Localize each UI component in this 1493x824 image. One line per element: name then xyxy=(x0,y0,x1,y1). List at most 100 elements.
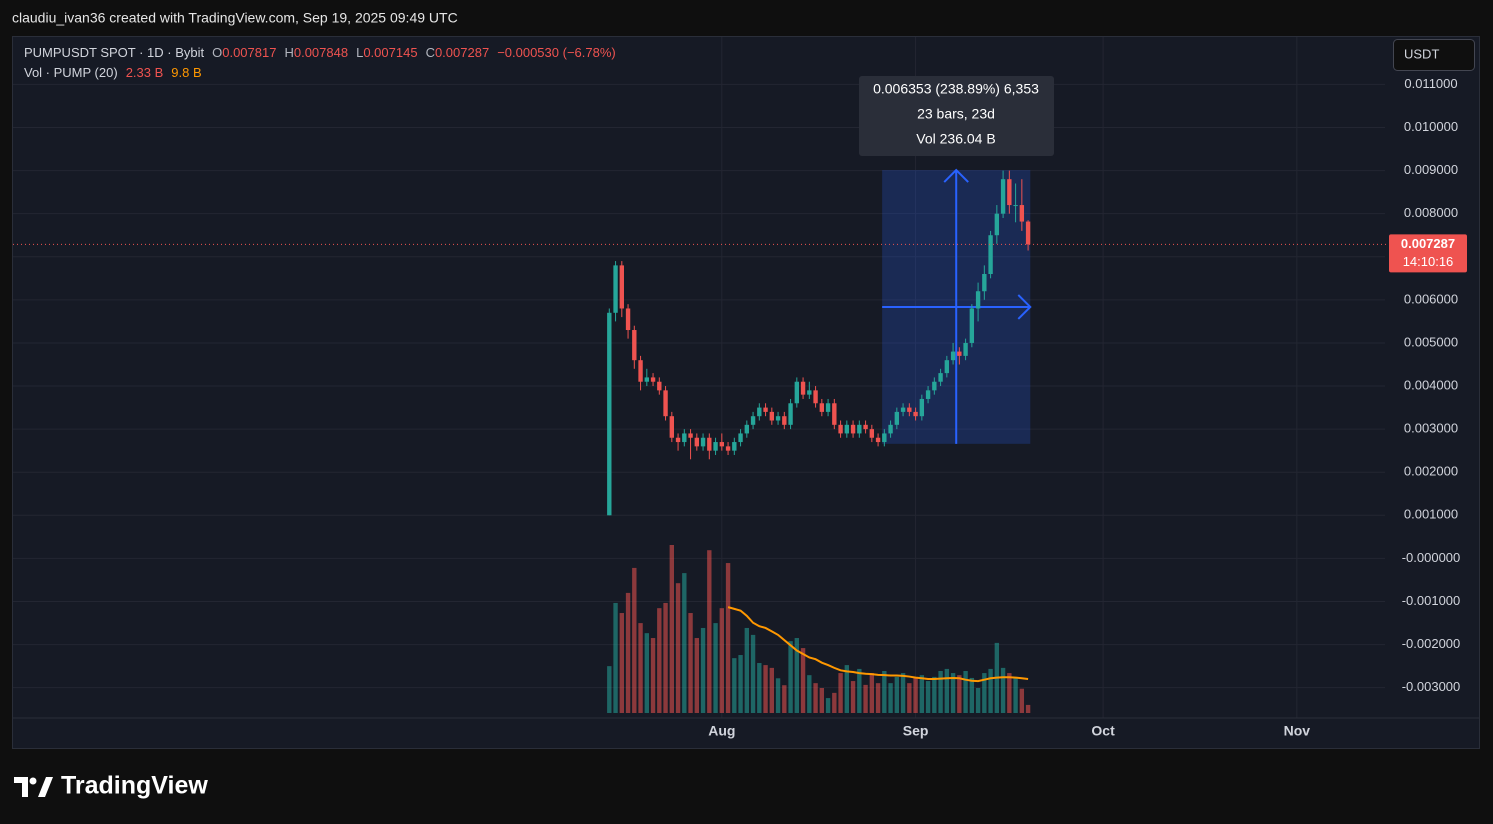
o-label: O xyxy=(212,45,222,60)
volume-bar xyxy=(719,608,725,713)
symbol: PUMPUSDT SPOT · 1D · Bybit xyxy=(24,45,204,60)
volume-bar xyxy=(900,673,906,713)
volume-bar xyxy=(632,567,637,713)
candle-body xyxy=(769,411,775,421)
candle-body xyxy=(957,351,962,356)
volume-bar xyxy=(775,678,781,713)
y-tick-label: -0.001000 xyxy=(1402,593,1461,608)
candle-body xyxy=(750,416,756,425)
volume-bar xyxy=(819,688,825,713)
candle-body xyxy=(782,416,787,425)
y-tick-label: 0.005000 xyxy=(1404,334,1458,349)
candle-body xyxy=(975,291,981,309)
volume-bar xyxy=(769,667,775,713)
y-tick-label: -0.002000 xyxy=(1402,636,1461,651)
candle-body xyxy=(807,390,812,395)
candle-body xyxy=(894,411,900,425)
x-tick-label: Aug xyxy=(708,723,735,739)
volume-bar xyxy=(1013,678,1018,713)
y-tick-label: 0.008000 xyxy=(1404,205,1458,220)
candle-body xyxy=(944,360,950,374)
candle-body xyxy=(713,442,718,451)
volume-bar xyxy=(863,684,868,713)
candle-body xyxy=(607,312,612,516)
volume-bar xyxy=(888,683,893,713)
candle-body xyxy=(1000,179,1006,214)
candle-body xyxy=(775,416,781,421)
volume-ma xyxy=(727,606,1029,683)
volume-bar xyxy=(1025,704,1031,713)
candle-body xyxy=(850,424,856,434)
candle-body xyxy=(763,407,768,412)
candle-body xyxy=(813,390,818,404)
volume-bar xyxy=(932,676,937,713)
volume-bar xyxy=(725,563,731,713)
candle-body xyxy=(619,265,624,309)
candle-body xyxy=(669,416,674,438)
y-tick-label: 0.001000 xyxy=(1404,507,1458,522)
brand-logo xyxy=(14,777,53,797)
measure-tooltip-line: 0.006353 (238.89%) 6,353 xyxy=(873,81,1039,97)
c-label: C xyxy=(426,45,435,60)
volume-name: Vol · PUMP (20) xyxy=(24,65,118,80)
candle-body xyxy=(694,437,700,447)
o-value: 0.007817 xyxy=(222,45,276,60)
volume-bar xyxy=(607,666,612,713)
c-value: 0.007287 xyxy=(435,45,489,60)
candle-body xyxy=(732,442,737,451)
volume-bar xyxy=(700,627,706,713)
volume-bar xyxy=(875,683,881,713)
y-tick-label: 0.003000 xyxy=(1404,421,1458,436)
candle-body xyxy=(675,437,681,443)
x-tick-label: Nov xyxy=(1284,723,1311,739)
volume-bar xyxy=(669,545,674,713)
y-tick-label: 0.011000 xyxy=(1404,76,1457,91)
candle-body xyxy=(857,424,862,434)
price-tag-value: 0.007287 xyxy=(1401,236,1455,251)
volume-bar xyxy=(907,683,912,713)
volume-bar xyxy=(650,638,656,713)
volume-bar xyxy=(857,668,862,713)
volume-legend: Vol · PUMP (20) 2.33 B 9.8 B xyxy=(24,65,202,80)
volume-bar xyxy=(750,634,756,713)
x-tick-label: Sep xyxy=(903,723,929,739)
candle-body xyxy=(613,265,618,313)
volume-bar xyxy=(807,675,812,713)
y-tick-label: 0.010000 xyxy=(1404,119,1458,134)
candle-body xyxy=(844,424,850,434)
candle-body xyxy=(994,213,1000,236)
candle-body xyxy=(963,342,968,356)
volume-bar xyxy=(675,583,681,713)
change: −0.000530 (−6.78%) xyxy=(497,45,616,60)
volume-bar xyxy=(1019,688,1025,713)
currency-button[interactable] xyxy=(1393,39,1475,71)
measure-tooltip-line: 23 bars, 23d xyxy=(917,106,995,122)
y-tick-label: 0.004000 xyxy=(1404,377,1458,392)
volume-bar xyxy=(1000,667,1006,713)
volume-bar xyxy=(738,655,743,713)
candle-body xyxy=(982,274,987,292)
l-value: 0.007145 xyxy=(363,45,417,60)
measure-tooltip-line: Vol 236.04 B xyxy=(916,131,995,147)
volume-bar xyxy=(732,658,737,713)
candle-body xyxy=(969,308,975,343)
volume-bar xyxy=(625,592,631,713)
volume-bar xyxy=(969,677,975,713)
currency-label[interactable]: USDT xyxy=(1404,46,1439,61)
volume-bar xyxy=(813,683,818,713)
candle-body xyxy=(725,446,731,451)
volume-bar xyxy=(794,638,800,713)
candle-body xyxy=(688,433,693,438)
candle-body xyxy=(744,424,750,434)
candle-body xyxy=(919,398,925,417)
candle-body xyxy=(988,235,993,274)
candle-body xyxy=(700,437,706,447)
volume-bar xyxy=(763,665,768,713)
y-tick-label: 0.009000 xyxy=(1404,162,1458,177)
volume-bar xyxy=(788,641,793,713)
candle-body xyxy=(625,308,631,331)
volume-bar xyxy=(844,665,850,713)
volume-bar xyxy=(869,673,875,713)
candle-body xyxy=(644,377,649,382)
